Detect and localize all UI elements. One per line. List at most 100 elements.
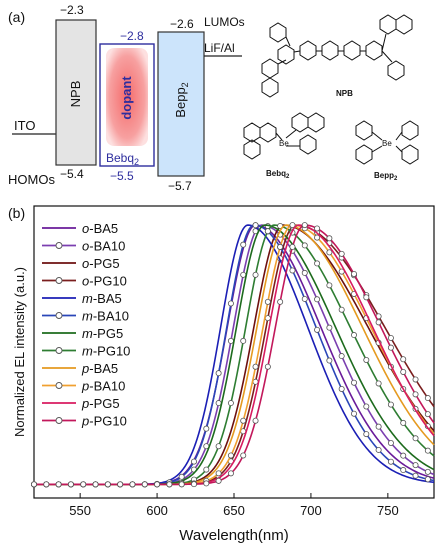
y-axis-label: Normalized EL intensity (a.u.) bbox=[12, 267, 27, 437]
series-point-p-PG10 bbox=[264, 363, 271, 370]
series-point-m-BA10 bbox=[314, 326, 321, 333]
series-point-p-PG10 bbox=[92, 481, 99, 488]
series-point-o-BA10 bbox=[338, 353, 345, 360]
series-point-m-BA10 bbox=[375, 446, 382, 453]
series-point-o-BA10 bbox=[240, 271, 247, 278]
series-point-p-PG10 bbox=[215, 477, 222, 484]
cathode-label: LiF/Al bbox=[204, 41, 235, 55]
series-point-o-PG10 bbox=[424, 395, 431, 402]
legend-entry-m-PG5: m-PG5 bbox=[82, 326, 123, 341]
series-point-p-PG10 bbox=[412, 391, 419, 398]
series-point-o-PG10 bbox=[387, 334, 394, 341]
legend-marker-m-PG10 bbox=[55, 347, 63, 354]
series-point-m-PG10 bbox=[240, 337, 247, 344]
series-point-p-BA10 bbox=[252, 363, 259, 370]
legend-marker-p-PG10 bbox=[55, 417, 63, 424]
series-point-p-PG10 bbox=[43, 481, 50, 488]
x-axis-ticks: 550 600 650 700 750 bbox=[69, 493, 399, 518]
series-point-p-PG10 bbox=[424, 411, 431, 418]
dopant-region bbox=[106, 48, 148, 146]
series-point-p-PG10 bbox=[80, 481, 87, 488]
series-point-p-PG10 bbox=[350, 270, 357, 277]
series-point-p-PG10 bbox=[277, 298, 284, 305]
series-point-m-BA10 bbox=[289, 267, 296, 274]
series-point-o-PG10 bbox=[252, 378, 259, 385]
series-point-o-BA10 bbox=[400, 452, 407, 459]
series-point-p-BA10 bbox=[240, 417, 247, 424]
series-point-m-PG10 bbox=[350, 332, 357, 339]
el-spectra-chart: 550 600 650 700 750 o-BA5 o-BA10 o-PG5 o-PG10 m-… bbox=[12, 205, 435, 544]
ito-label: ITO bbox=[14, 118, 35, 133]
series-point-p-PG10 bbox=[289, 243, 296, 250]
series-point-m-PG10 bbox=[412, 435, 419, 442]
panel-b-label: (b) bbox=[8, 205, 25, 221]
legend-entry-p-BA10: p-BA10 bbox=[81, 379, 125, 394]
npb-layer-box bbox=[55, 19, 97, 166]
series-curves bbox=[30, 222, 435, 488]
series-point-m-PG10 bbox=[424, 447, 431, 454]
series-point-p-PG10 bbox=[240, 452, 247, 459]
x-tick-label: 700 bbox=[300, 503, 322, 518]
bebq2-lumo-value: −2.8 bbox=[120, 29, 144, 43]
series-point-o-BA10 bbox=[326, 324, 333, 331]
series-point-p-PG10 bbox=[400, 368, 407, 375]
npb-structure-drawing bbox=[261, 14, 413, 98]
panel-a-label: (a) bbox=[8, 9, 25, 25]
bebq2-structure-drawing bbox=[243, 112, 325, 160]
series-point-m-BA10 bbox=[252, 222, 259, 229]
series-point-m-BA10 bbox=[400, 467, 407, 474]
series-point-p-PG10 bbox=[55, 481, 62, 488]
series-point-o-PG10 bbox=[400, 356, 407, 363]
bebq2-structure-name: Bebq2 bbox=[266, 169, 290, 180]
npb-layer-name: NPB bbox=[68, 81, 83, 108]
series-point-p-PG10 bbox=[178, 481, 185, 488]
series-point-m-BA10 bbox=[424, 476, 431, 483]
legend: o-BA5 o-BA10 o-PG5 o-PG10 m-BA5 m-BA10 m-PG5 m-… bbox=[42, 221, 130, 429]
series-point-p-PG10 bbox=[166, 481, 173, 488]
series-point-m-PG10 bbox=[400, 419, 407, 426]
series-point-p-PG10 bbox=[67, 481, 74, 488]
series-point-p-BA10 bbox=[289, 222, 296, 229]
bepp2-be-atom: Be bbox=[382, 139, 392, 148]
x-tick-label: 650 bbox=[223, 503, 245, 518]
bepp2-structure-name: Bepp2 bbox=[374, 171, 398, 182]
series-point-p-BA10 bbox=[215, 470, 222, 477]
bebq2-be-atom: Be bbox=[279, 139, 289, 148]
series-point-m-PG10 bbox=[375, 380, 382, 387]
series-point-p-PG10 bbox=[117, 481, 124, 488]
series-point-o-BA10 bbox=[350, 379, 357, 386]
series-point-p-PG10 bbox=[190, 481, 197, 488]
series-point-m-PG10 bbox=[326, 282, 333, 289]
bebq2-layer-name: Bebq2 bbox=[106, 151, 139, 167]
series-point-o-BA10 bbox=[227, 337, 234, 344]
npb-lumo-value: −2.3 bbox=[60, 3, 84, 17]
legend-marker-o-PG10 bbox=[55, 277, 63, 284]
series-point-p-PG10 bbox=[363, 294, 370, 301]
series-point-p-PG10 bbox=[314, 225, 321, 232]
series-point-p-PG10 bbox=[104, 481, 111, 488]
series-point-m-PG10 bbox=[215, 443, 222, 450]
series-point-m-BA10 bbox=[240, 241, 247, 248]
series-point-m-BA10 bbox=[412, 472, 419, 479]
legend-entry-o-PG5: o-PG5 bbox=[82, 256, 120, 271]
series-point-m-PG10 bbox=[252, 271, 259, 278]
series-point-p-PG10 bbox=[387, 344, 394, 351]
series-point-o-BA10 bbox=[424, 468, 431, 475]
series-point-m-PG10 bbox=[264, 228, 271, 235]
legend-entry-o-BA5: o-BA5 bbox=[82, 221, 118, 236]
energy-level-diagram: (a) ITO HOMOs NPB −2.3 −5.4 dopant −2.8 … bbox=[8, 3, 419, 193]
series-point-m-BA10 bbox=[203, 425, 210, 432]
series-point-m-PG10 bbox=[203, 466, 210, 473]
bebq2-homo-value: −5.5 bbox=[110, 169, 134, 183]
series-point-m-BA10 bbox=[338, 385, 345, 392]
series-point-p-PG10 bbox=[326, 235, 333, 242]
series-point-m-BA10 bbox=[350, 410, 357, 417]
series-point-p-PG10 bbox=[203, 480, 210, 487]
series-point-m-PG10 bbox=[227, 400, 234, 407]
series-point-o-BA10 bbox=[387, 439, 394, 446]
series-point-p-BA10 bbox=[277, 243, 284, 250]
npb-homo-value: −5.4 bbox=[60, 167, 84, 181]
series-point-p-PG10 bbox=[30, 481, 37, 488]
legend-entry-p-PG10: p-PG10 bbox=[81, 414, 127, 429]
series-point-o-PG10 bbox=[264, 315, 271, 322]
